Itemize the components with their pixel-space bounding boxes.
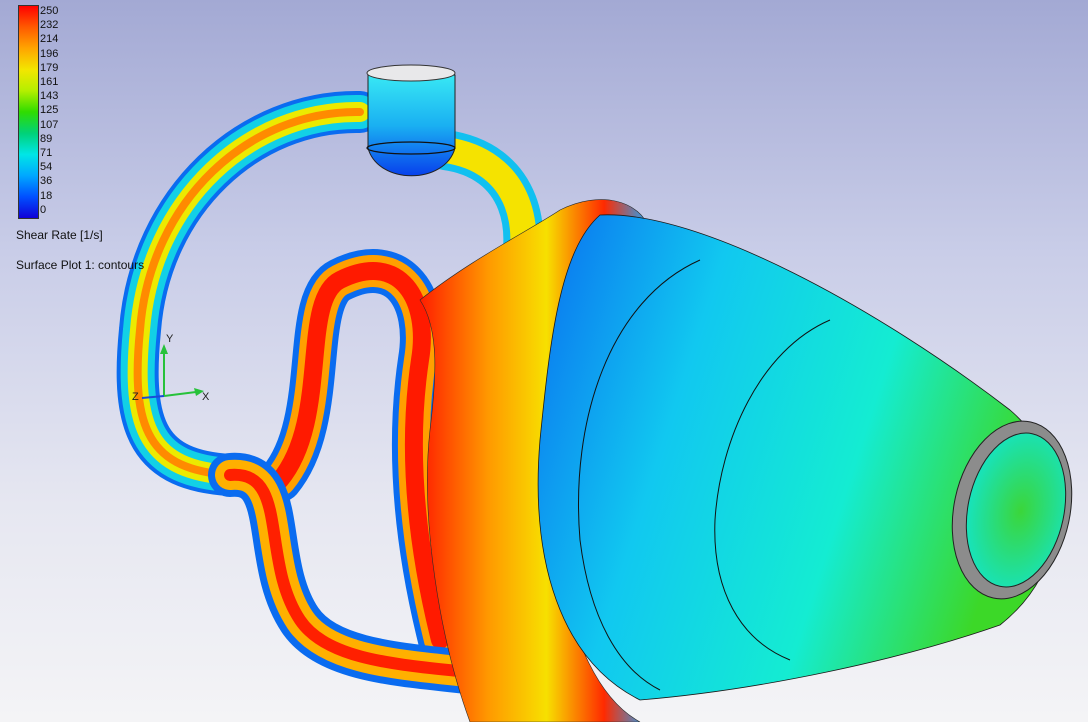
- legend-tick: 161: [40, 76, 59, 88]
- legend-tick: 125: [40, 104, 59, 117]
- runner-inner-s[interactable]: [258, 249, 462, 662]
- legend-tick: 214: [40, 33, 59, 46]
- y-axis-label: Y: [166, 333, 174, 345]
- legend-tick: 54: [40, 161, 53, 174]
- z-axis-arrow: [141, 395, 165, 399]
- legend-tick: 18: [40, 189, 53, 202]
- legend-plot-label: Surface Plot 1: contours: [16, 258, 145, 272]
- y-axis-head: [160, 344, 168, 354]
- outlet-ring[interactable]: [937, 410, 1088, 610]
- legend-tick: 232: [40, 19, 59, 32]
- x-axis-head: [194, 388, 204, 396]
- legend-colorbar: [18, 5, 39, 219]
- sprue-cup-lid: [366, 64, 456, 82]
- x-axis-label: X: [202, 391, 210, 403]
- legend-tick: 36: [40, 175, 53, 188]
- legend-tick: 179: [40, 61, 59, 74]
- legend-tick: 196: [40, 47, 59, 60]
- legend-tick: 107: [40, 118, 59, 131]
- shear-rate-legend: 250 232 214 196 179 161 143 125 107 89 71 54 36 18 0 S…: [16, 5, 166, 285]
- legend-tick: 250: [40, 5, 59, 17]
- cone-body[interactable]: [537, 214, 1059, 701]
- legend-tick: 71: [40, 147, 53, 159]
- legend-tick: 89: [40, 132, 53, 145]
- legend-tick: 0: [40, 203, 47, 216]
- cone-seam-2: [714, 319, 831, 661]
- z-axis-label: Z: [132, 391, 139, 403]
- legend-tick: 143: [40, 90, 59, 103]
- legend-quantity-label: Shear Rate [1/s]: [16, 228, 103, 242]
- sprue-cup[interactable]: [366, 64, 456, 177]
- axis-triad[interactable]: Y Z X: [128, 330, 218, 420]
- runner-left-loop[interactable]: [116, 90, 381, 496]
- x-axis-arrow: [163, 391, 197, 397]
- cone-seam-1: [578, 259, 701, 691]
